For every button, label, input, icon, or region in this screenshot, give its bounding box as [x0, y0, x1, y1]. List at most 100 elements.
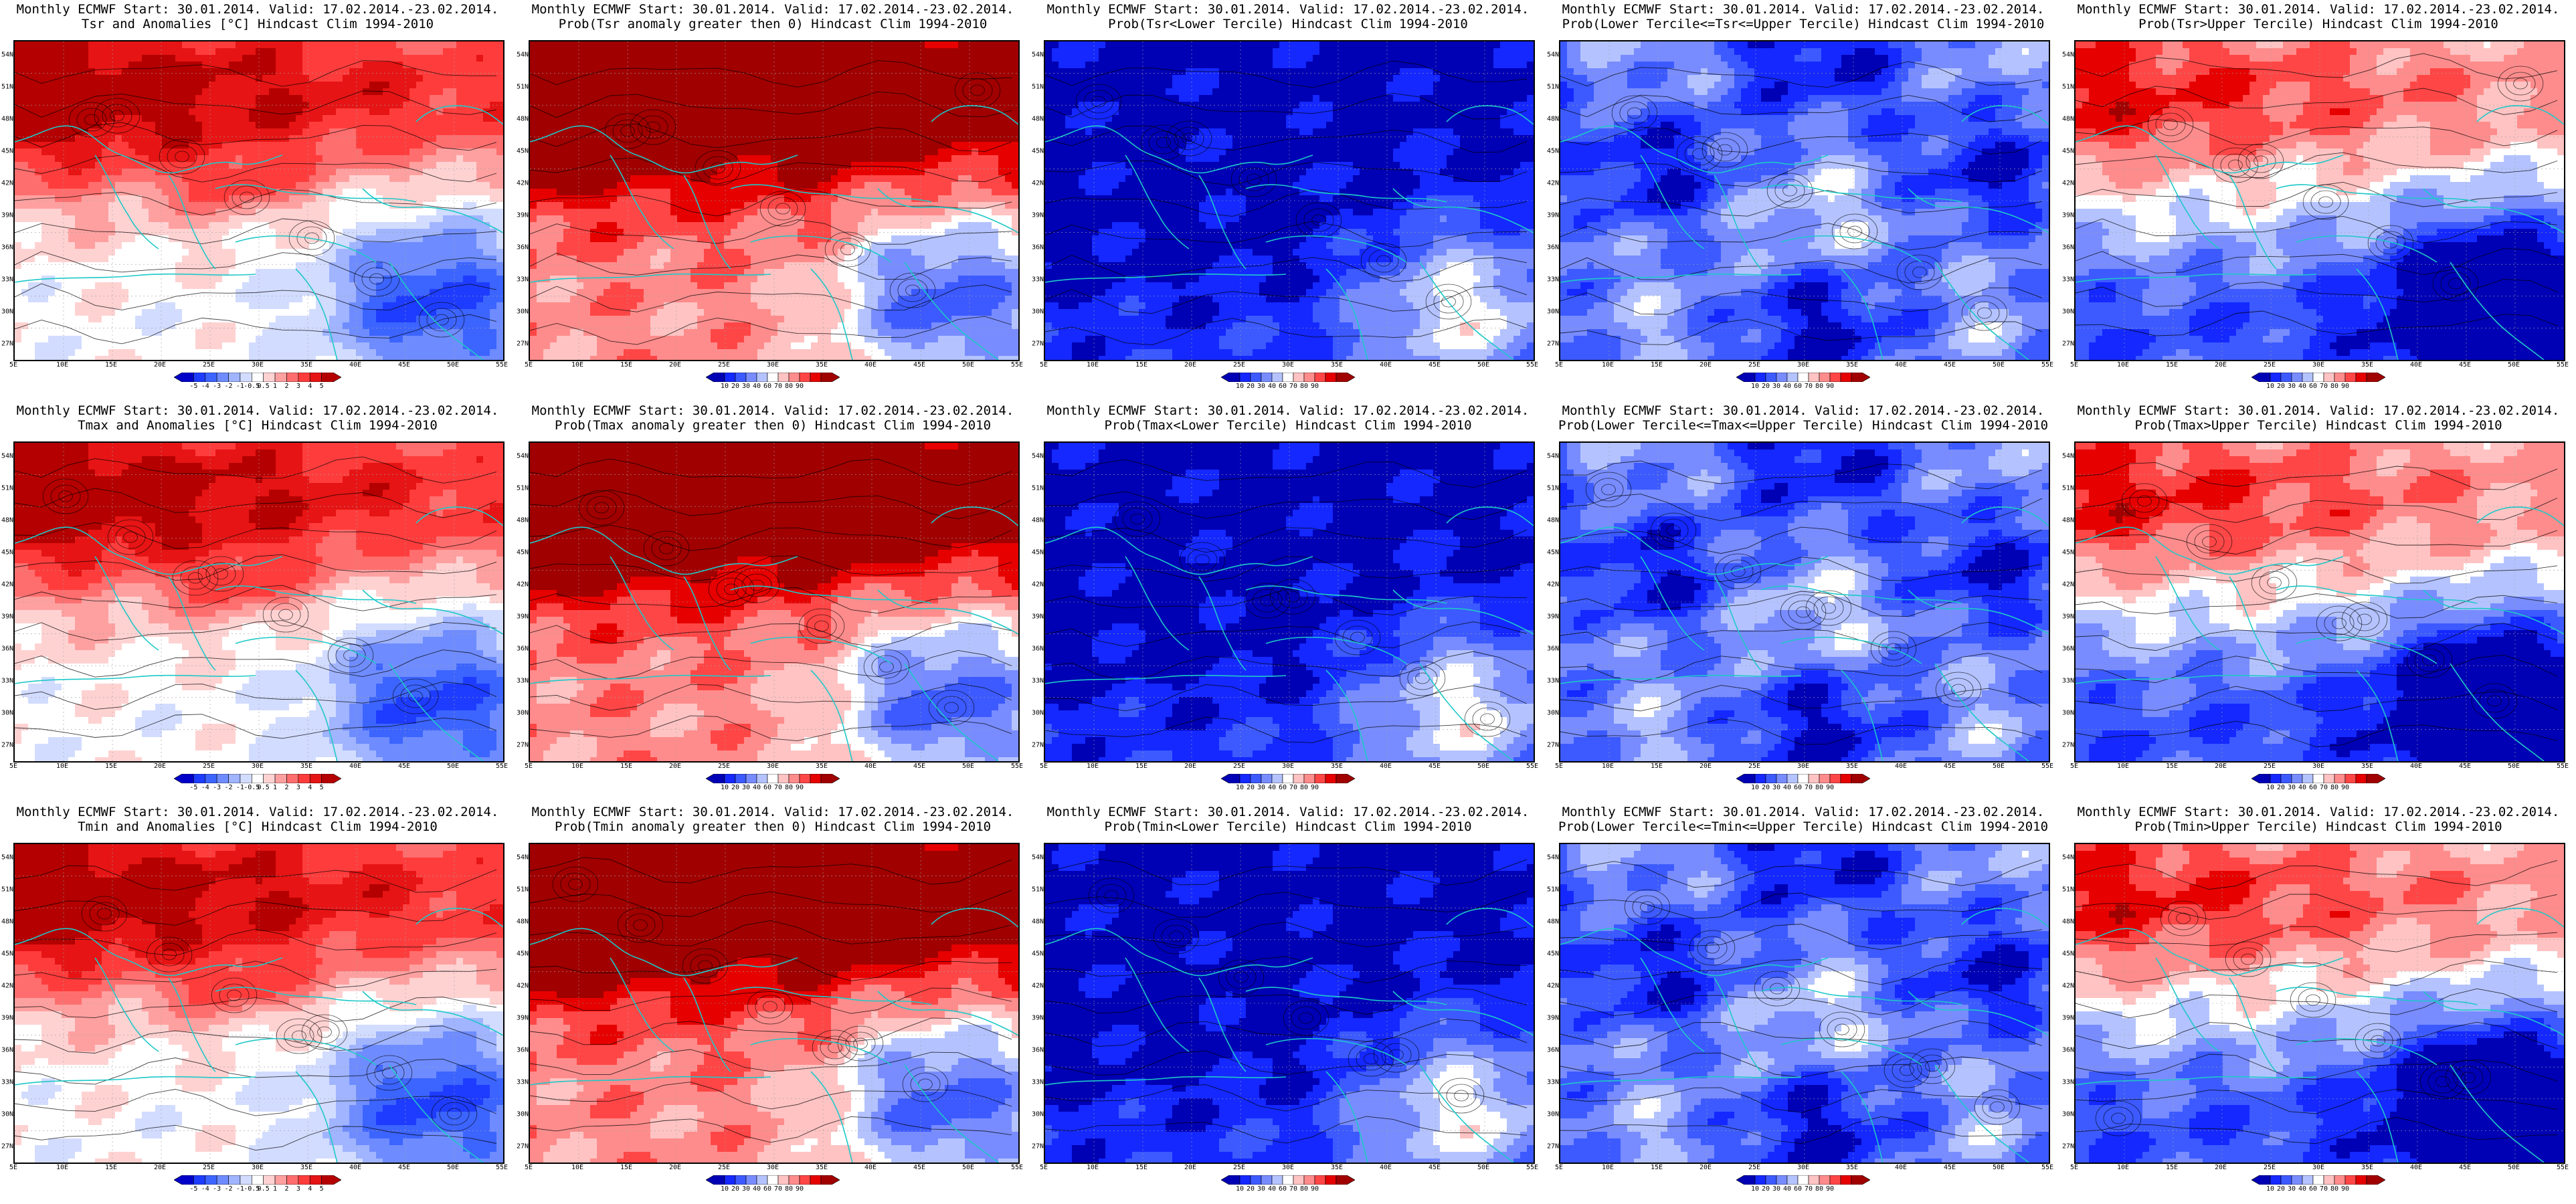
lon-label: 5E: [9, 1164, 17, 1171]
panel-tmin-anom: Monthly ECMWF Start: 30.01.2014. Valid: …: [0, 803, 515, 1204]
lon-label: 25E: [1748, 361, 1760, 369]
lon-label: 55E: [1526, 361, 1538, 369]
lon-label: 45E: [913, 763, 925, 770]
panel-tmax-upper: Monthly ECMWF Start: 30.01.2014. Valid: …: [2061, 401, 2576, 803]
lon-label: 45E: [1429, 361, 1441, 369]
colorbar-tick-label: 90: [1311, 383, 1319, 390]
colorbar: [705, 372, 840, 383]
lat-label: 42N: [0, 180, 13, 187]
coastlines: [2076, 506, 2564, 761]
lat-label: 36N: [515, 1047, 529, 1054]
lat-label: 48N: [1030, 918, 1044, 926]
panel-tmax-pos: Monthly ECMWF Start: 30.01.2014. Valid: …: [515, 401, 1030, 803]
lon-label: 25E: [1233, 361, 1245, 369]
lon-label: 10E: [1087, 361, 1099, 369]
coastlines: [530, 105, 1018, 360]
lat-label: 30N: [2061, 710, 2074, 717]
lon-label: 30E: [767, 1164, 779, 1171]
lon-label: 10E: [56, 763, 68, 770]
lat-label: 54N: [2061, 52, 2074, 59]
colorbar-tick-label: 40: [1783, 1185, 1791, 1193]
colorbar-tick-label: 20: [1247, 784, 1255, 791]
lat-label: 45N: [1546, 549, 1559, 557]
lon-label: 55E: [1526, 763, 1538, 770]
colorbar-tick-label: 30: [742, 784, 750, 791]
shaded-field-map: [530, 41, 1018, 360]
lon-label: 5E: [1555, 361, 1563, 369]
lon-label: 45E: [1944, 361, 1956, 369]
colorbar-tick-label: -2: [225, 1185, 233, 1193]
lon-label: 40E: [864, 763, 877, 770]
panel-title-line1: Monthly ECMWF Start: 30.01.2014. Valid: …: [1546, 805, 2061, 819]
panel-title-line1: Monthly ECMWF Start: 30.01.2014. Valid: …: [0, 3, 515, 17]
lon-label: 30E: [252, 1164, 264, 1171]
lat-label: 36N: [0, 244, 13, 252]
lat-label: 51N: [515, 485, 529, 492]
lat-label: 42N: [1030, 581, 1044, 589]
colorbar-tick-label: 90: [796, 1185, 804, 1193]
lon-label: 10E: [1087, 1164, 1099, 1171]
colorbar-tick-label: 90: [1826, 784, 1834, 791]
colorbar-tick-label: -3: [213, 1185, 221, 1193]
colorbar-tick-label: 10: [721, 1185, 729, 1193]
lat-label: 33N: [515, 678, 529, 685]
lon-label: 45E: [1429, 1164, 1441, 1171]
lat-label: 33N: [2061, 678, 2074, 685]
field-shading: [15, 844, 503, 1163]
lat-label: 45N: [2061, 549, 2074, 557]
lat-label: 54N: [515, 453, 529, 460]
lat-label: 39N: [1546, 1015, 1559, 1022]
contour-lines: [2076, 462, 2558, 748]
lon-label: 35E: [816, 361, 828, 369]
lon-label: 40E: [864, 361, 877, 369]
colorbar: [173, 773, 342, 784]
lon-label: 55E: [496, 361, 508, 369]
lat-label: 45N: [2061, 950, 2074, 958]
map-frame: [2074, 40, 2565, 361]
coastlines: [530, 908, 1018, 1163]
lon-label: 15E: [105, 361, 117, 369]
lon-label: 50E: [1993, 1164, 2005, 1171]
lon-label: 45E: [2459, 763, 2471, 770]
lon-label: 30E: [252, 763, 264, 770]
lat-label: 54N: [1030, 52, 1044, 59]
panel-title-line1: Monthly ECMWF Start: 30.01.2014. Valid: …: [515, 3, 1030, 17]
colorbar-tick-label: -5: [189, 383, 197, 390]
shaded-field-map: [2076, 844, 2564, 1163]
lon-label: 40E: [2410, 1164, 2422, 1171]
colorbar-tick-label: 60: [1279, 1185, 1287, 1193]
lon-label: 30E: [767, 361, 779, 369]
graticule: [1560, 41, 2049, 360]
colorbar-tick-label: -1: [236, 383, 244, 390]
colorbar-tick-label: 5: [320, 383, 324, 390]
lon-label: 5E: [9, 763, 17, 770]
lat-label: 36N: [515, 244, 529, 252]
map-frame: [2074, 441, 2565, 763]
lon-label: 45E: [1429, 763, 1441, 770]
panel-title-line2: Prob(Tmax<Lower Tercile) Hindcast Clim 1…: [1030, 419, 1546, 433]
shaded-field-map: [1045, 41, 1534, 360]
lon-label: 40E: [2410, 361, 2422, 369]
lon-label: 20E: [2215, 361, 2227, 369]
lat-label: 42N: [0, 983, 13, 990]
colorbar-tick-label: -0.5: [244, 1185, 260, 1193]
contour-lines: [1560, 460, 2043, 745]
contour-lines: [15, 60, 497, 344]
panel-tmin-middle: Monthly ECMWF Start: 30.01.2014. Valid: …: [1546, 803, 2061, 1204]
panel-tmax-middle: Monthly ECMWF Start: 30.01.2014. Valid: …: [1546, 401, 2061, 803]
graticule: [2076, 443, 2564, 761]
colorbar-tick-label: 2: [284, 383, 288, 390]
lat-label: 51N: [0, 84, 13, 91]
colorbar: [173, 1175, 342, 1185]
coastlines: [1560, 506, 2049, 761]
lat-label: 48N: [1546, 116, 1559, 123]
colorbar-tick-label: 90: [796, 383, 804, 390]
lon-label: 5E: [525, 763, 533, 770]
panel-title-line1: Monthly ECMWF Start: 30.01.2014. Valid: …: [1546, 404, 2061, 418]
lat-label: 48N: [0, 517, 13, 524]
map-frame: [529, 441, 1020, 763]
colorbar-tick-label: 70: [1289, 383, 1297, 390]
lat-label: 54N: [1546, 52, 1559, 59]
colorbar-tick-label: 3: [296, 784, 300, 791]
field-shading: [1045, 844, 1534, 1163]
